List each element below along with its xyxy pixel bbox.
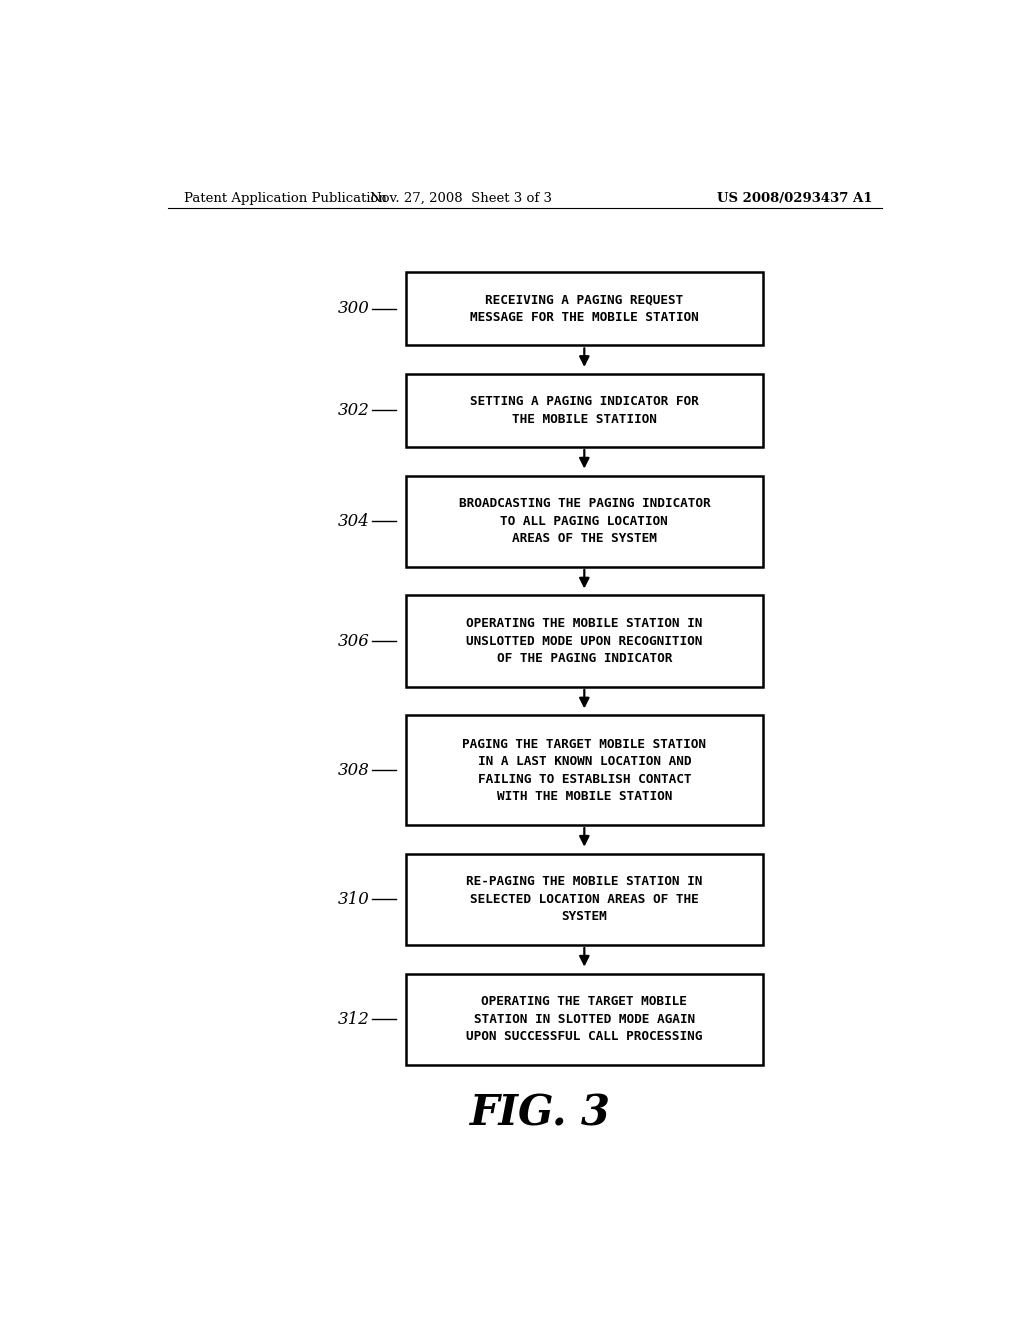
Bar — [406, 272, 763, 346]
Bar — [406, 715, 763, 825]
Text: SETTING A PAGING INDICATOR FOR
THE MOBILE STATIION: SETTING A PAGING INDICATOR FOR THE MOBIL… — [470, 395, 698, 426]
Text: 312: 312 — [338, 1011, 370, 1028]
Text: RECEIVING A PAGING REQUEST
MESSAGE FOR THE MOBILE STATION: RECEIVING A PAGING REQUEST MESSAGE FOR T… — [470, 293, 698, 325]
Text: BROADCASTING THE PAGING INDICATOR
TO ALL PAGING LOCATION
AREAS OF THE SYSTEM: BROADCASTING THE PAGING INDICATOR TO ALL… — [459, 498, 710, 545]
Text: 304: 304 — [338, 512, 370, 529]
Text: PAGING THE TARGET MOBILE STATION
IN A LAST KNOWN LOCATION AND
FAILING TO ESTABLI: PAGING THE TARGET MOBILE STATION IN A LA… — [462, 738, 707, 803]
Text: 306: 306 — [338, 632, 370, 649]
Text: 308: 308 — [338, 762, 370, 779]
Text: RE-PAGING THE MOBILE STATION IN
SELECTED LOCATION AREAS OF THE
SYSTEM: RE-PAGING THE MOBILE STATION IN SELECTED… — [466, 875, 702, 924]
Text: Nov. 27, 2008  Sheet 3 of 3: Nov. 27, 2008 Sheet 3 of 3 — [371, 191, 552, 205]
Text: 310: 310 — [338, 891, 370, 908]
Text: 300: 300 — [338, 301, 370, 317]
Text: Patent Application Publication: Patent Application Publication — [183, 191, 386, 205]
Bar — [406, 595, 763, 686]
Bar — [406, 475, 763, 568]
Bar — [406, 374, 763, 447]
Text: FIG. 3: FIG. 3 — [470, 1093, 611, 1135]
Text: 302: 302 — [338, 403, 370, 418]
Bar — [406, 974, 763, 1065]
Text: OPERATING THE TARGET MOBILE
STATION IN SLOTTED MODE AGAIN
UPON SUCCESSFUL CALL P: OPERATING THE TARGET MOBILE STATION IN S… — [466, 995, 702, 1043]
Bar — [406, 854, 763, 945]
Text: US 2008/0293437 A1: US 2008/0293437 A1 — [717, 191, 872, 205]
Text: OPERATING THE MOBILE STATION IN
UNSLOTTED MODE UPON RECOGNITION
OF THE PAGING IN: OPERATING THE MOBILE STATION IN UNSLOTTE… — [466, 618, 702, 665]
